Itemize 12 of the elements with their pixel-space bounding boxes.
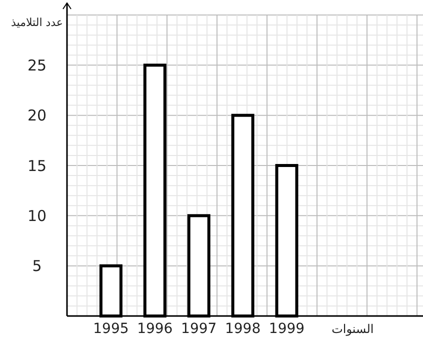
x-tick-label: 1995 — [93, 321, 129, 337]
y-tick-label: 15 — [27, 156, 47, 175]
x-axis-title: السنوات — [332, 322, 374, 336]
y-axis-title: عدد التلاميذ — [10, 16, 63, 29]
x-tick-label: 1998 — [224, 321, 261, 337]
y-tick-label: 25 — [27, 56, 47, 74]
x-tick-label: 1999 — [268, 321, 305, 337]
x-tick-label: 1997 — [181, 321, 217, 337]
y-tick-label: 20 — [27, 106, 47, 125]
y-tick-label: 10 — [27, 206, 47, 225]
x-tick-label: 1996 — [137, 321, 173, 337]
y-tick-label: 5 — [32, 257, 42, 276]
